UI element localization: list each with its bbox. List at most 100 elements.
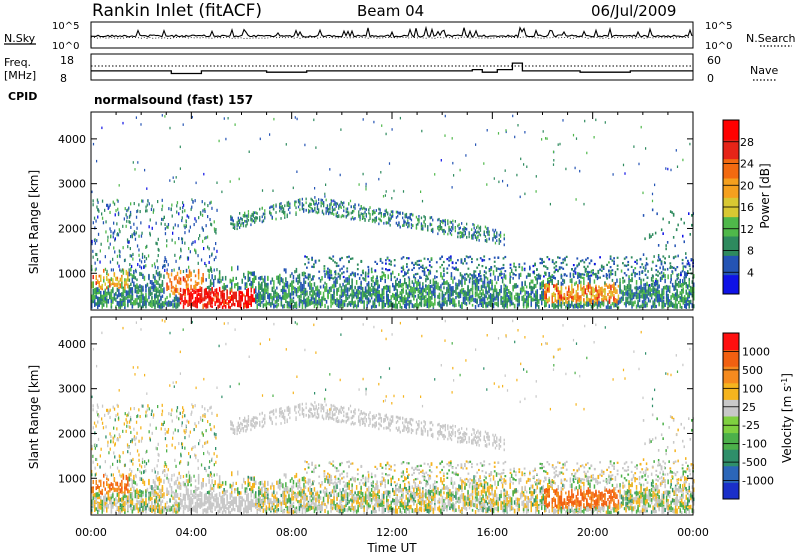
power-cell [404,278,406,282]
power-cell [104,282,106,286]
power-cell [188,265,190,269]
power-cell [190,278,192,282]
power-cell [512,272,514,276]
power-cell [559,302,561,307]
power-cell [658,284,660,289]
power-cell [205,291,207,295]
power-cell [462,235,464,239]
power-cell [291,285,293,290]
power-cell [464,296,466,302]
power-cell [92,142,95,146]
power-cell [551,299,553,304]
power-cell [670,296,672,300]
power-cell [363,300,365,305]
power-cell [484,235,487,238]
power-cell [148,225,150,229]
power-cell [319,279,322,283]
power-cell [473,279,475,285]
power-cell [95,302,97,306]
power-cell [342,303,344,309]
power-cell [255,294,257,299]
power-cell [271,301,274,306]
power-cell [506,300,508,306]
power-cell [491,298,493,304]
power-cell [417,218,419,222]
power-cell [323,270,326,273]
power-cell [583,265,586,268]
power-cell [471,303,474,307]
power-cell [237,302,239,306]
power-cell [104,267,107,271]
power-cell [163,259,166,263]
power-cell [350,211,352,215]
power-cell [392,210,394,214]
power-cell [226,302,228,305]
power-cell [534,262,536,265]
power-cell [647,284,650,290]
power-cell [379,218,381,222]
power-cell [420,292,423,296]
power-cell [425,266,428,269]
power-cell [172,176,174,179]
power-cell [451,186,453,189]
power-cell [188,269,191,275]
power-cell [580,304,582,309]
power-cell [611,290,614,295]
power-cell [440,226,443,230]
power-cell [548,282,550,288]
power-cell [442,230,444,233]
power-cell [601,286,603,291]
power-cell [358,213,360,216]
power-cell [614,303,617,307]
power-cell [592,271,594,274]
power-cell [679,278,681,284]
power-cell [406,263,408,266]
power-cell [552,150,555,154]
power-cell [499,240,502,243]
power-cell [345,277,347,283]
power-cell [515,297,517,302]
power-cell [229,299,231,304]
power-cell [164,301,167,305]
noise-right-tick-top: 10^5 [705,21,732,32]
power-cell [334,261,336,264]
power-cell [200,258,203,262]
power-cell [691,286,693,290]
power-cell [261,206,263,210]
power-cell [298,295,301,298]
power-cell [294,201,296,205]
power-cell [291,299,293,304]
power-cell [259,291,262,297]
power-cell [551,303,553,308]
power-cell [476,283,478,290]
power-cell [586,270,589,273]
power-cell [598,289,600,294]
power-cell [562,282,564,286]
power-cell [279,202,281,206]
power-cell [175,284,177,288]
power-cell [464,258,466,261]
power-cell [110,282,113,286]
power-cell [571,296,573,299]
power-cell [208,290,210,296]
power-cell [623,285,626,291]
power-cell [193,303,195,307]
power-cell [405,302,407,306]
power-cell [132,257,134,261]
power-cell [349,285,352,289]
power-cell [303,208,305,212]
power-cell [369,217,371,220]
power-cell [441,293,444,297]
power-cell [492,270,495,276]
power-cell [277,275,280,281]
power-cell [407,276,410,279]
power-cell [456,284,459,290]
power-cell [446,302,448,307]
power-cell [644,269,646,272]
power-cell [246,291,248,297]
power-cell [502,257,505,260]
power-cell [345,210,347,214]
power-cell [157,280,159,285]
power-cell [234,223,236,227]
power-cell [129,263,131,267]
